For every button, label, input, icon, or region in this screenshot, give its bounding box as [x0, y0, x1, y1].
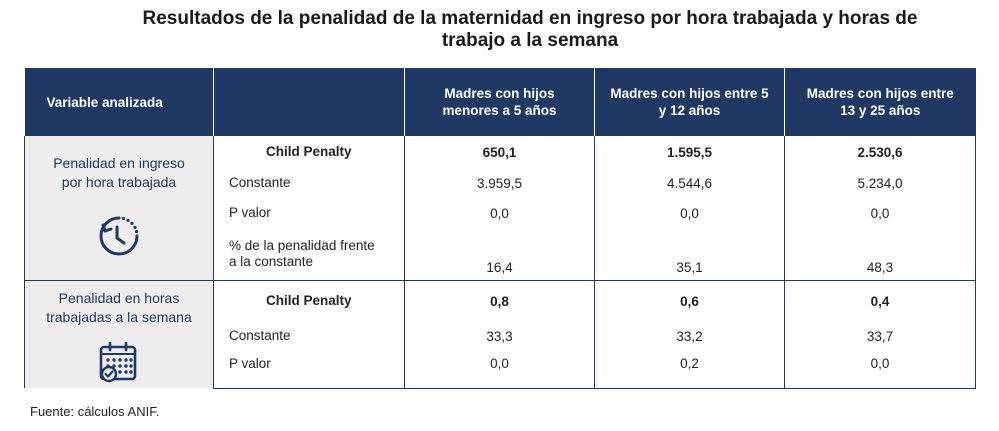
cell-value: 2.530,6 [784, 136, 976, 168]
cell-value: 1.595,5 [594, 136, 785, 168]
table-row: Penalidad en horas trabajadas a la seman… [24, 279, 976, 388]
row-label: Child Penalty [213, 279, 405, 322]
cell-value: 3.959,5 [404, 168, 595, 198]
header-row: Variable analizada Madres con hijos meno… [24, 68, 976, 136]
page-title: Resultados de la penalidad de la materni… [0, 8, 999, 52]
calendar-icon [99, 341, 137, 382]
section-1-variable-cell: Penalidad en ingreso por hora trabajada [24, 136, 214, 280]
cell-value: 16,4 [404, 228, 595, 280]
cell-value: 0,8 [404, 279, 595, 322]
cell-value: 0,0 [784, 198, 976, 228]
clock-icon [99, 216, 139, 256]
header-col-2-text: Madres con hijos entre 5 y 12 años [610, 86, 769, 118]
table-row: Constante 33,3 33,2 33,7 [25, 322, 976, 350]
header-col-1: Madres con hijos menores a 5 años [404, 68, 595, 136]
title-line-1: Resultados de la penalidad de la materni… [142, 8, 918, 29]
cell-value: 0,0 [404, 350, 595, 389]
table-row: Constante 3.959,5 4.544,6 5.234,0 [25, 168, 976, 198]
cell-value: 0,0 [784, 350, 976, 389]
table-row: Penalidad en ingreso por hora trabajada [24, 136, 976, 280]
row-label: Constante [213, 168, 405, 198]
header-col-3-text: Madres con hijos entre 13 y 25 años [806, 86, 954, 118]
table-row: P valor 0,0 0,0 0,0 [25, 198, 976, 228]
row-label: Constante [213, 322, 405, 350]
cell-value: 33,3 [404, 322, 595, 350]
cell-value: 0,0 [594, 198, 785, 228]
cell-value: 650,1 [404, 136, 595, 168]
results-table: Variable analizada Madres con hijos meno… [24, 68, 976, 389]
section-2-variable: Penalidad en horas trabajadas a la seman… [46, 289, 192, 325]
cell-value: 0,4 [784, 279, 976, 322]
cell-value: 35,1 [594, 228, 785, 280]
section-1-variable: Penalidad en ingreso por hora trabajada [53, 155, 185, 190]
title-line-2: trabajo a la semana [441, 30, 619, 51]
row-label-text: % de la penalidad frente a la constante [229, 237, 375, 269]
row-label: % de la penalidad frente a la constante [213, 228, 405, 280]
header-col-1-text: Madres con hijos menores a 5 años [442, 86, 557, 118]
row-label: P valor [213, 350, 405, 389]
cell-value: 0,0 [404, 198, 595, 228]
table-row: P valor 0,0 0,2 0,0 [25, 350, 976, 389]
header-blank [213, 68, 405, 136]
cell-value: 0,2 [594, 350, 785, 389]
source-note: Fuente: cálculos ANIF. [30, 404, 160, 419]
cell-value: 0,6 [594, 279, 785, 322]
cell-value: 33,7 [784, 322, 976, 350]
cell-value: 5.234,0 [784, 168, 976, 198]
header-col-2: Madres con hijos entre 5 y 12 años [594, 68, 785, 136]
cell-value: 33,2 [594, 322, 785, 350]
header-variable: Variable analizada [24, 68, 214, 136]
header-col-3: Madres con hijos entre 13 y 25 años [784, 68, 976, 136]
row-label: Child Penalty [213, 136, 405, 168]
cell-value: 48,3 [784, 228, 976, 280]
cell-value: 4.544,6 [594, 168, 785, 198]
section-2-variable-cell: Penalidad en horas trabajadas a la seman… [24, 279, 214, 388]
table-row: % de la penalidad frente a la constante … [25, 228, 976, 280]
row-label: P valor [213, 198, 405, 228]
